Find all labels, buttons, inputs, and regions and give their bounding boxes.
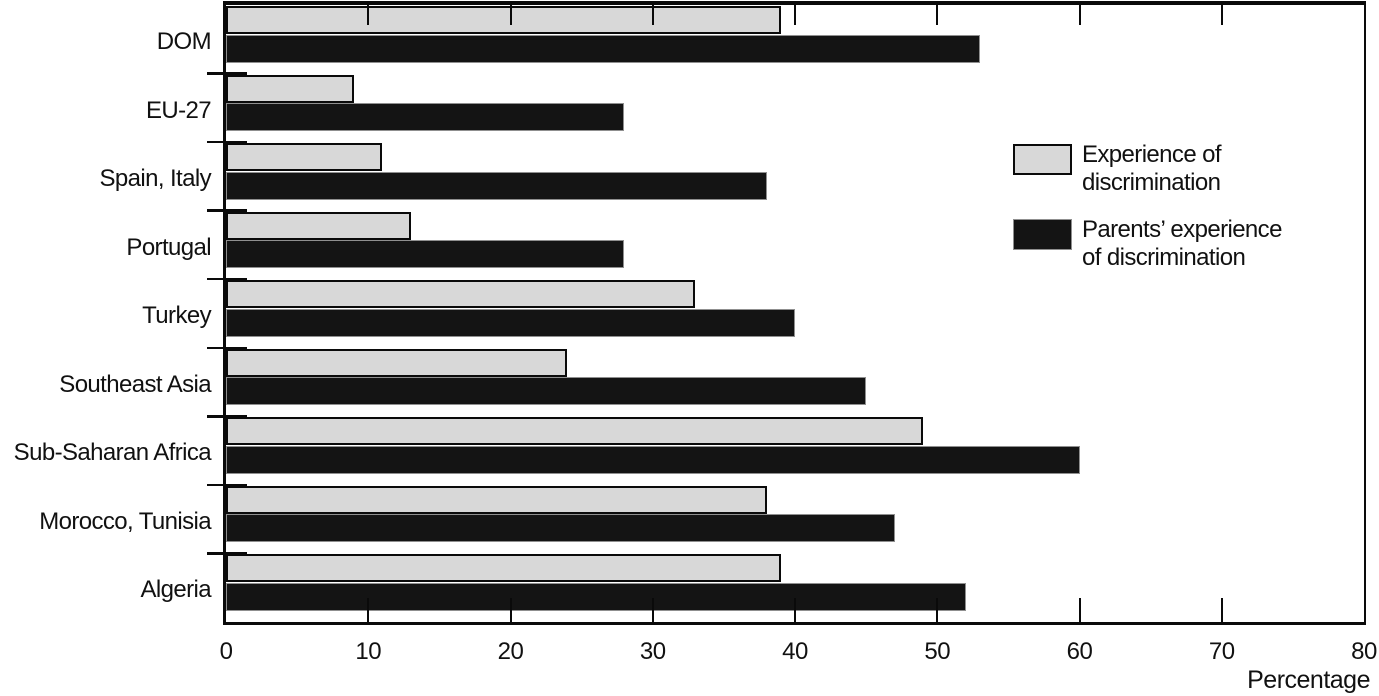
legend-label: Parents’ experience of discrimination [1082,216,1282,272]
group-separator-tick [207,415,247,418]
x-tick-top [651,5,654,25]
group-separator-tick [207,140,247,144]
bar-parents-experience [226,308,795,337]
x-tick-top [367,5,370,25]
x-tick-bottom [367,598,370,622]
x-tick-bottom [1220,598,1223,622]
bar-experience [226,6,781,34]
legend-label: Experience of discrimination [1082,141,1222,197]
group-separator-tick [207,552,247,555]
bar-parents-experience [226,34,980,63]
bar-experience [226,143,383,172]
bar-parents-experience [226,377,867,406]
bar-parents-experience [226,514,895,543]
category-label: Sub-Saharan Africa [13,439,212,467]
x-tick-label: 70 [1208,638,1235,665]
bar-experience [226,74,355,103]
legend-label-line: discrimination [1082,169,1221,196]
bar-parents-experience [226,445,1080,474]
legend-label-line: Parents’ experience [1082,216,1282,243]
bar-parents-experience [226,240,625,269]
x-tick-label: 40 [782,638,808,665]
x-tick-bottom [1078,598,1081,622]
bar-experience [226,280,696,309]
bar-experience [226,554,781,583]
bar-parents-experience [226,103,625,132]
x-tick-top [509,5,512,25]
bar-parents-experience [226,582,966,611]
x-tick-label: 30 [639,638,666,665]
legend-label-line: of discrimination [1082,244,1246,271]
bar-experience [226,485,767,514]
x-tick-top [1220,5,1223,25]
x-tick-bottom [794,598,796,622]
group-separator-tick [207,483,247,487]
group-separator-tick [207,277,247,281]
bar-experience [226,417,924,446]
category-label: Turkey [142,302,211,330]
x-axis-title: Percentage [1247,666,1370,694]
bar-experience [226,348,568,377]
group-separator-tick [207,209,247,212]
x-tick-top [936,5,939,25]
group-separator-tick [207,72,247,75]
category-label: Southeast Asia [59,370,211,398]
x-tick-label: 0 [219,638,233,665]
legend-swatch [1013,219,1072,250]
x-tick-bottom [936,598,939,622]
x-tick-label: 60 [1066,638,1093,665]
legend-label-line: Experience of [1082,141,1222,168]
legend-swatch [1013,144,1072,175]
x-tick-bottom [509,598,512,622]
category-label: EU-27 [145,96,212,124]
x-tick-top [794,5,796,25]
x-tick-label: 80 [1351,638,1377,665]
category-label: DOM [156,28,212,55]
x-tick-label: 20 [497,638,524,665]
category-label: Algeria [140,576,211,604]
bar-experience [226,211,411,240]
x-tick-bottom [651,598,654,622]
group-separator-tick [207,346,247,350]
x-tick-label: 50 [924,638,951,665]
category-label: Portugal [126,233,211,261]
category-label: Morocco, Tunisia [39,507,211,535]
x-tick-label: 10 [355,638,382,665]
bar-parents-experience [226,171,767,200]
category-label: Spain, Italy [99,165,211,193]
x-tick-top [1078,5,1081,25]
